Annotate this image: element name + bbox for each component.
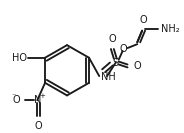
Text: NH: NH [101, 72, 116, 82]
Text: O: O [120, 44, 127, 54]
Text: O: O [133, 61, 141, 71]
Text: NH₂: NH₂ [161, 24, 179, 34]
Text: HO: HO [12, 53, 26, 63]
Text: N: N [33, 95, 41, 105]
Text: +: + [39, 93, 45, 99]
Text: O: O [140, 15, 147, 25]
Text: O: O [12, 95, 20, 105]
Text: ⁻: ⁻ [12, 91, 16, 100]
Text: O: O [108, 34, 116, 44]
Text: O: O [35, 120, 43, 130]
Text: S: S [113, 58, 119, 68]
